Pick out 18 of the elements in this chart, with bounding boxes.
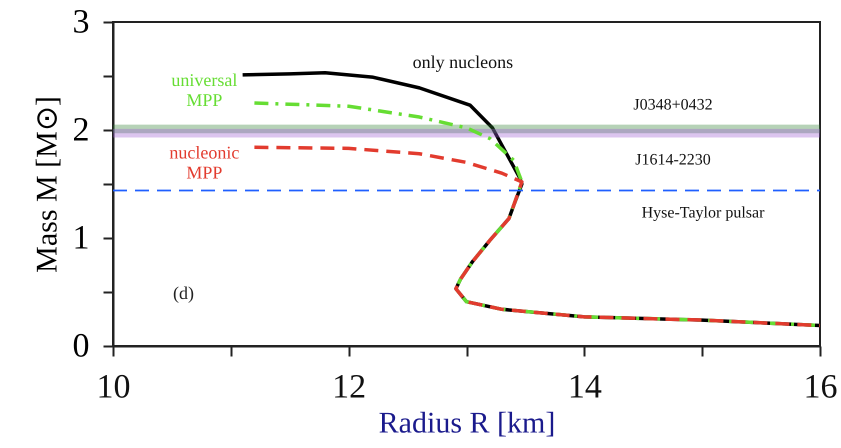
y-tick-label: 3 — [72, 4, 90, 40]
series-label: universal MPP — [171, 70, 238, 110]
y-tick-label: 2 — [72, 112, 90, 148]
line-series — [252, 146, 822, 328]
y-axis-title: Mass M [M⊙] — [30, 96, 64, 273]
x-tick-label: 14 — [568, 368, 602, 406]
x-tick-label: 16 — [804, 368, 838, 406]
x-tick-label: 10 — [96, 368, 130, 406]
series-label: nucleonic MPP — [169, 142, 240, 182]
y-tick-label: 0 — [72, 328, 90, 364]
band-label: J1614-2230 — [635, 152, 711, 169]
x-tick-label: 12 — [332, 368, 366, 406]
ref-line-label: Hyse-Taylor pulsar — [642, 204, 766, 222]
x-axis-title: Radius R [km] — [378, 406, 556, 440]
band-label: J0348+0432 — [633, 96, 713, 114]
annotation: (d) — [173, 283, 194, 303]
y-tick-label: 1 — [72, 220, 90, 256]
series-label: only nucleons — [412, 52, 514, 72]
